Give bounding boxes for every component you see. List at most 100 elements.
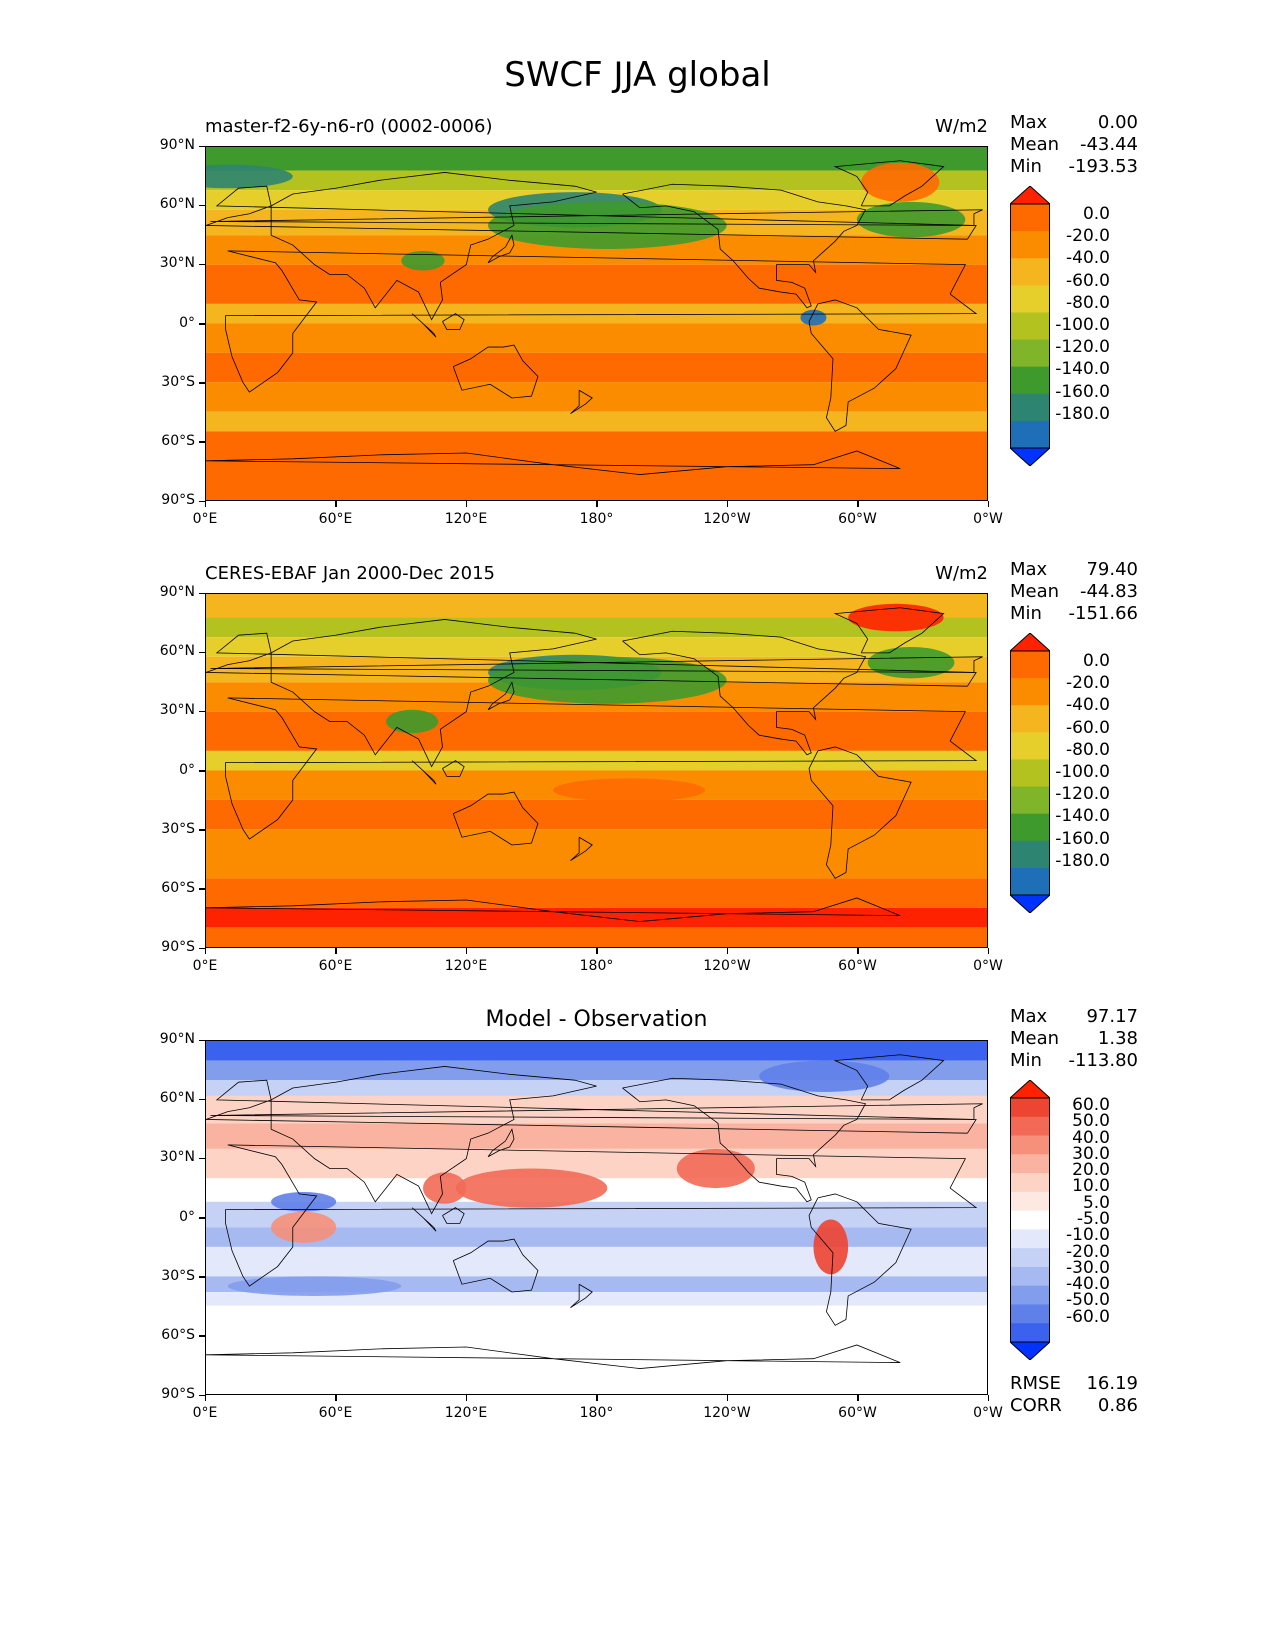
lon-tick [335, 501, 337, 507]
field-band [206, 1305, 987, 1394]
lat-tick-label: 0° [179, 1208, 195, 1225]
lon-tick-label: 180° [579, 958, 614, 974]
lon-tick-label: 0°E [192, 958, 218, 974]
field-band [206, 637, 987, 657]
colorbar-segment [1010, 1304, 1050, 1324]
stat-min: Min -193.53 [1010, 156, 1138, 178]
field-feature [488, 201, 727, 249]
lon-tick-label: 60°E [318, 958, 353, 974]
stat-min-label: Min [1010, 156, 1042, 177]
coastline [442, 760, 465, 777]
lat-tick-label: 30°N [159, 255, 195, 272]
field-band [206, 323, 987, 353]
stat-rmse-value: 16.19 [1086, 1373, 1138, 1394]
colorbar-tick-label: -10.0 [1066, 1225, 1110, 1246]
colorbar [1008, 632, 1052, 914]
coastline [487, 234, 515, 264]
field-feature [759, 1060, 890, 1092]
colorbar-segment [1010, 1098, 1050, 1118]
coastline [411, 760, 437, 785]
colorbar-segment [1010, 1285, 1050, 1305]
colorbar-segment [1010, 813, 1050, 842]
lon-tick-label: 0°W [973, 1405, 1003, 1421]
lat-tick [199, 204, 205, 207]
stat-min-value: -151.66 [1068, 603, 1138, 624]
stat-max-label: Max [1010, 1006, 1048, 1027]
coastline [225, 250, 978, 393]
coastline [270, 619, 597, 768]
colorbar-tick-label: 60.0 [1072, 1095, 1110, 1116]
lon-tick-label: 180° [579, 1405, 614, 1421]
field-band [206, 594, 987, 618]
field-feature [856, 201, 966, 238]
colorbar-tick-label: -50.0 [1066, 1290, 1110, 1311]
field-feature [227, 1276, 402, 1296]
colorbar-tick-label: 0.0 [1082, 651, 1110, 672]
coastline [442, 1207, 465, 1224]
lat-tick [199, 1394, 205, 1396]
colorbar-tick-label: -180.0 [1055, 850, 1110, 871]
field-band [206, 1292, 987, 1306]
field-band [206, 352, 987, 383]
lat-tick-label: 90°N [159, 584, 195, 600]
lat-tick [199, 947, 205, 949]
colorbar-tick-label: -140.0 [1055, 359, 1110, 380]
lon-tick [465, 948, 467, 954]
stat-mean: Mean -44.83 [1010, 581, 1138, 603]
coastline [570, 836, 593, 862]
colorbar-segment [1010, 366, 1050, 395]
coastline [206, 1344, 901, 1369]
stat-mean-value: 1.38 [1097, 1028, 1138, 1049]
lon-tick [987, 501, 989, 507]
lat-tick [199, 1039, 205, 1041]
lon-tick-label: 120°E [444, 958, 488, 974]
stat-max-label: Max [1010, 112, 1048, 133]
lat-tick-label: 30°S [161, 373, 195, 390]
field-band [206, 303, 987, 324]
field-band [206, 1148, 987, 1179]
coastline [210, 1103, 983, 1120]
colorbar-tick-label: -60.0 [1066, 270, 1110, 291]
coastline [452, 791, 539, 846]
stat-mean-label: Mean [1010, 1028, 1060, 1049]
lon-tick [726, 1395, 728, 1401]
field-band [206, 829, 987, 879]
lat-tick-label: 90°N [159, 1031, 195, 1047]
colorbar-tick-label: -100.0 [1055, 315, 1110, 335]
lat-tick [199, 829, 205, 831]
colorbar-segment [1010, 678, 1050, 706]
colorbar [1008, 185, 1052, 467]
lat-tick-label: 60°N [159, 1090, 195, 1107]
colorbar-tick-label: 40.0 [1072, 1127, 1110, 1148]
field-band [206, 1276, 987, 1293]
lon-tick-label: 60°W [838, 958, 877, 974]
colorbar-tick-label: -160.0 [1055, 828, 1110, 849]
lat-tick-label: 60°S [161, 879, 195, 896]
colorbar-segment [1010, 393, 1050, 422]
map-plot [205, 1040, 988, 1395]
colorbar-segment [1010, 1323, 1050, 1343]
field-feature [553, 778, 705, 802]
lon-tick-label: 60°W [838, 511, 877, 527]
coastline [206, 450, 901, 475]
stat-max: Max 79.40 [1010, 559, 1138, 581]
coastline [808, 1193, 912, 1326]
lon-tick-label: 60°E [318, 511, 353, 527]
stat-mean: Mean 1.38 [1010, 1028, 1138, 1050]
coastline [206, 897, 901, 922]
stat-max: Max 97.17 [1010, 1006, 1138, 1028]
colorbar-extend-top [1008, 1079, 1052, 1099]
lat-tick [199, 263, 205, 266]
colorbar-tick-label: -40.0 [1066, 1274, 1110, 1295]
colorbar-segment [1010, 1135, 1050, 1155]
field-band [206, 878, 987, 908]
colorbar-tick-label: 5.0 [1082, 1192, 1110, 1213]
field-feature [271, 1192, 337, 1212]
coastline [442, 313, 465, 330]
lat-tick [199, 1335, 205, 1337]
lat-tick [199, 382, 205, 384]
lat-tick [199, 441, 205, 443]
colorbar-segment [1010, 1154, 1050, 1174]
lat-tick [199, 710, 205, 713]
colorbar-tick-label: 10.0 [1072, 1176, 1110, 1197]
